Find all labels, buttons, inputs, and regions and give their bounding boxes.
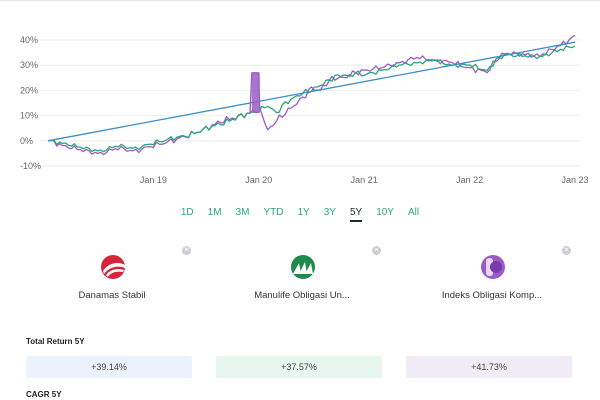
y-tick-label: 30% bbox=[20, 60, 38, 70]
remove-fund-icon[interactable]: ✕ bbox=[182, 246, 191, 255]
y-tick-label: 20% bbox=[20, 85, 38, 95]
danamas-logo-icon bbox=[101, 255, 125, 279]
series-danamas-line bbox=[47, 41, 576, 142]
range-button[interactable]: 1D bbox=[180, 206, 194, 218]
range-button[interactable]: 3M bbox=[235, 206, 250, 218]
fund-card-index[interactable]: ✕ Indeks Obligasi Komp... bbox=[406, 240, 578, 320]
x-tick-label: Jan 21 bbox=[351, 175, 378, 185]
remove-fund-icon[interactable]: ✕ bbox=[372, 246, 381, 255]
total-return-manulife: +37.57% bbox=[216, 356, 382, 378]
x-tick-label: Jan 19 bbox=[140, 175, 167, 185]
fund-card-manulife[interactable]: ✕ Manulife Obligasi Un... bbox=[216, 240, 388, 320]
range-selector: 1D 1M 3M YTD 1Y 3Y 5Y 10Y All bbox=[0, 205, 600, 223]
y-tick-label: 10% bbox=[20, 111, 38, 121]
fund-card-danamas[interactable]: ✕ Danamas Stabil bbox=[26, 240, 198, 320]
chart-svg[interactable]: 40% 30% 20% 10% 0% -10% Jan 19 Jan 20 Jan 21 Jan … bbox=[0, 0, 600, 195]
y-tick-label: -10% bbox=[20, 161, 41, 171]
y-tick-label: 0% bbox=[20, 136, 33, 146]
index-spike bbox=[251, 72, 260, 114]
range-button[interactable]: All bbox=[407, 206, 420, 218]
range-button[interactable]: 3Y bbox=[323, 206, 336, 218]
cagr-title: CAGR 5Y bbox=[26, 390, 62, 399]
performance-chart[interactable]: 40% 30% 20% 10% 0% -10% Jan 19 Jan 20 Jan 21 Jan … bbox=[0, 0, 600, 195]
total-return-index: +41.73% bbox=[406, 356, 572, 378]
fund-name: Danamas Stabil bbox=[78, 290, 146, 301]
top-divider bbox=[0, 0, 600, 1]
remove-fund-icon[interactable]: ✕ bbox=[562, 246, 571, 255]
y-tick-label: 40% bbox=[20, 35, 38, 45]
total-return-title: Total Return 5Y bbox=[26, 337, 85, 346]
range-button[interactable]: 1M bbox=[207, 206, 222, 218]
total-return-row: +39.14% +37.57% +41.73% bbox=[26, 356, 588, 378]
x-tick-label: Jan 20 bbox=[245, 175, 272, 185]
range-button[interactable]: YTD bbox=[263, 206, 284, 218]
fund-name: Indeks Obligasi Komp... bbox=[441, 290, 543, 301]
range-button[interactable]: 10Y bbox=[376, 206, 394, 218]
fund-cards: ✕ Danamas Stabil ✕ Manulife Obligasi Un.… bbox=[26, 240, 588, 320]
range-button[interactable]: 5Y bbox=[349, 207, 363, 222]
series-index-line bbox=[47, 35, 576, 156]
manulife-logo-icon bbox=[291, 255, 315, 279]
range-button[interactable]: 1Y bbox=[297, 206, 310, 218]
x-tick-label: Jan 23 bbox=[561, 175, 588, 185]
total-return-danamas: +39.14% bbox=[26, 356, 192, 378]
x-tick-label: Jan 22 bbox=[456, 175, 483, 185]
fund-name: Manulife Obligasi Un... bbox=[254, 290, 350, 301]
index-logo-icon bbox=[481, 255, 505, 279]
